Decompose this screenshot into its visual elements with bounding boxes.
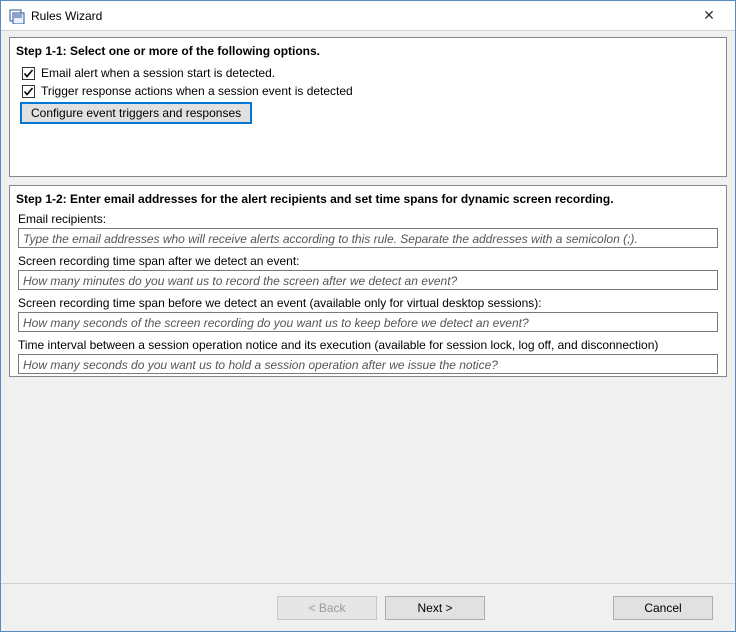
step-1-1-panel: Step 1-1: Select one or more of the foll… — [9, 37, 727, 177]
checkbox-trigger-response[interactable] — [22, 85, 35, 98]
wizard-footer: < Back Next > Cancel — [1, 583, 735, 631]
interval-label: Time interval between a session operatio… — [18, 338, 718, 352]
step-1-2-heading: Step 1-2: Enter email addresses for the … — [10, 186, 726, 212]
step-1-2-panel: Step 1-2: Enter email addresses for the … — [9, 185, 727, 377]
content-area: Step 1-1: Select one or more of the foll… — [1, 31, 735, 583]
back-button: < Back — [277, 596, 377, 620]
option-trigger-response-label: Trigger response actions when a session … — [41, 84, 353, 98]
recipients-input[interactable]: Type the email addresses who will receiv… — [18, 228, 718, 248]
before-label: Screen recording time span before we det… — [18, 296, 718, 310]
before-input[interactable]: How many seconds of the screen recording… — [18, 312, 718, 332]
step-1-1-heading: Step 1-1: Select one or more of the foll… — [10, 38, 726, 64]
next-button[interactable]: Next > — [385, 596, 485, 620]
wizard-icon — [9, 8, 25, 24]
close-icon: ✕ — [703, 7, 715, 24]
checkbox-email-alert[interactable] — [22, 67, 35, 80]
interval-input[interactable]: How many seconds do you want us to hold … — [18, 354, 718, 374]
nav-button-group: < Back Next > — [277, 596, 485, 620]
after-label: Screen recording time span after we dete… — [18, 254, 718, 268]
cancel-button[interactable]: Cancel — [613, 596, 713, 620]
option-email-alert-label: Email alert when a session start is dete… — [41, 66, 275, 80]
option-email-alert[interactable]: Email alert when a session start is dete… — [22, 66, 718, 80]
close-button[interactable]: ✕ — [689, 2, 729, 30]
step-1-2-body: Email recipients: Type the email address… — [10, 212, 726, 384]
titlebar: Rules Wizard ✕ — [1, 1, 735, 31]
option-trigger-response[interactable]: Trigger response actions when a session … — [22, 84, 718, 98]
configure-triggers-button[interactable]: Configure event triggers and responses — [20, 102, 252, 124]
window-title: Rules Wizard — [31, 9, 689, 23]
recipients-label: Email recipients: — [18, 212, 718, 226]
after-input[interactable]: How many minutes do you want us to recor… — [18, 270, 718, 290]
step-1-1-body: Email alert when a session start is dete… — [10, 66, 726, 134]
